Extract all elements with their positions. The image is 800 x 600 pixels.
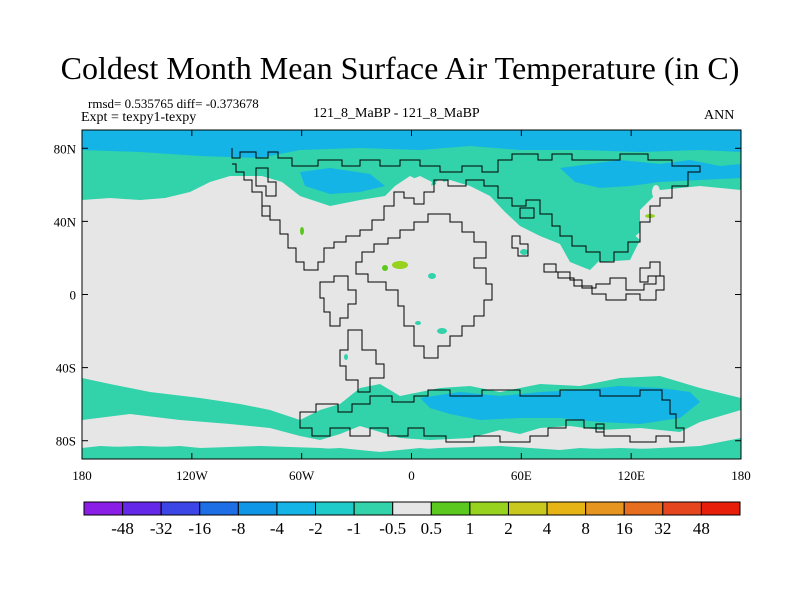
south-gray-wedge — [82, 410, 741, 452]
gray-gap — [652, 185, 660, 199]
colorbar-swatch — [237, 501, 278, 516]
colorbar-label: 4 — [543, 519, 552, 538]
teal-patch — [415, 321, 421, 325]
landmass-outline — [511, 235, 529, 257]
y-tick-label: 40N — [54, 214, 77, 229]
colorbar-label: -1 — [347, 519, 361, 538]
siberia-cyan-patch — [560, 160, 741, 188]
landmass-outline — [255, 167, 277, 197]
landmass-outline — [231, 148, 701, 271]
colorbar-swatch — [469, 501, 509, 516]
landmass-outline — [319, 275, 357, 327]
green-patch — [300, 227, 304, 235]
x-tick-label: 120E — [617, 468, 645, 483]
y-tick-label: 40S — [56, 361, 76, 376]
colorbar-label: -32 — [150, 519, 173, 538]
axis-ticks: 180 120W 60W 0 60E 120E 180 80N 40N 0 40S 80S — [54, 130, 751, 483]
colorbar-label: 32 — [654, 519, 671, 538]
colorbar-label: 8 — [581, 519, 590, 538]
landmass-outline — [261, 205, 271, 217]
colorbar-label: -4 — [270, 519, 285, 538]
landmass-outline — [595, 423, 605, 433]
colorbar-label: -16 — [188, 519, 211, 538]
colorbar-label: -0.5 — [379, 519, 406, 538]
landmass-outline — [519, 207, 535, 219]
field-layer — [82, 130, 741, 459]
colorbar-swatch — [623, 501, 664, 516]
y-tick-label: 80N — [54, 141, 77, 156]
lime-patch — [392, 261, 408, 269]
landmass-outline — [543, 263, 665, 301]
colorbar-label: 0.5 — [421, 519, 442, 538]
colorbar-swatch — [700, 501, 741, 516]
landmass-outline — [355, 213, 493, 359]
x-tick-label: 0 — [408, 468, 415, 483]
y-tick-label: 80S — [56, 434, 76, 449]
teal-patch — [437, 328, 447, 334]
x-tick-label: 180 — [731, 468, 751, 483]
colorbar-swatch — [430, 501, 471, 516]
colorbar-label: -48 — [111, 519, 134, 538]
colorbar-label: 48 — [693, 519, 710, 538]
colorbar-label: -8 — [231, 519, 245, 538]
colorbar-swatch — [122, 501, 162, 516]
x-tick-label: 180 — [72, 468, 92, 483]
teal-patch — [428, 273, 436, 279]
asia-teal-lobe — [500, 196, 640, 262]
colorbar: -48 -32 -16 -8 -4 -2 -1 -0.5 0.5 1 2 4 8 16 32 48 — [83, 501, 741, 538]
colorbar-swatch — [353, 501, 394, 516]
x-tick-label: 60W — [289, 468, 315, 483]
colorbar-swatch — [662, 501, 702, 516]
continent-outlines — [231, 148, 701, 443]
landmass-outline — [339, 329, 385, 393]
landmass-outline — [639, 261, 661, 283]
teal-patch — [344, 354, 348, 360]
colorbar-swatch — [83, 501, 124, 516]
map-title: Coldest Month Mean Surface Air Temperatu… — [60, 50, 740, 86]
colorbar-label: -2 — [308, 519, 322, 538]
season-label: ANN — [704, 108, 735, 123]
colorbar-swatch — [507, 501, 548, 516]
colorbar-swatch — [315, 501, 355, 516]
y-tick-label: 0 — [70, 288, 77, 303]
teal-patch — [520, 249, 528, 255]
experiment-label: Expt = texpy1-texpy — [81, 110, 197, 125]
antarctic-teal-edge — [82, 444, 741, 459]
antarctica-outline — [299, 389, 685, 443]
colorbar-swatch — [585, 501, 625, 516]
case-label: 121_8_MaBP - 121_8_MaBP — [313, 106, 480, 121]
colorbar-label: 2 — [504, 519, 513, 538]
x-tick-label: 60E — [511, 468, 532, 483]
colorbar-swatch — [392, 501, 432, 516]
colorbar-label: 16 — [616, 519, 633, 538]
green-patch-2 — [382, 265, 388, 271]
colorbar-label: 1 — [466, 519, 475, 538]
colorbar-swatch — [160, 501, 201, 516]
gray-gap — [436, 180, 444, 186]
colorbar-swatch — [276, 501, 317, 516]
stats-label: rmsd= 0.535765 diff= -0.373678 — [88, 96, 259, 111]
colorbar-swatch — [546, 501, 587, 516]
north-cyan-patch — [300, 168, 385, 194]
colorbar-swatch — [199, 501, 239, 516]
x-tick-label: 120W — [176, 468, 209, 483]
